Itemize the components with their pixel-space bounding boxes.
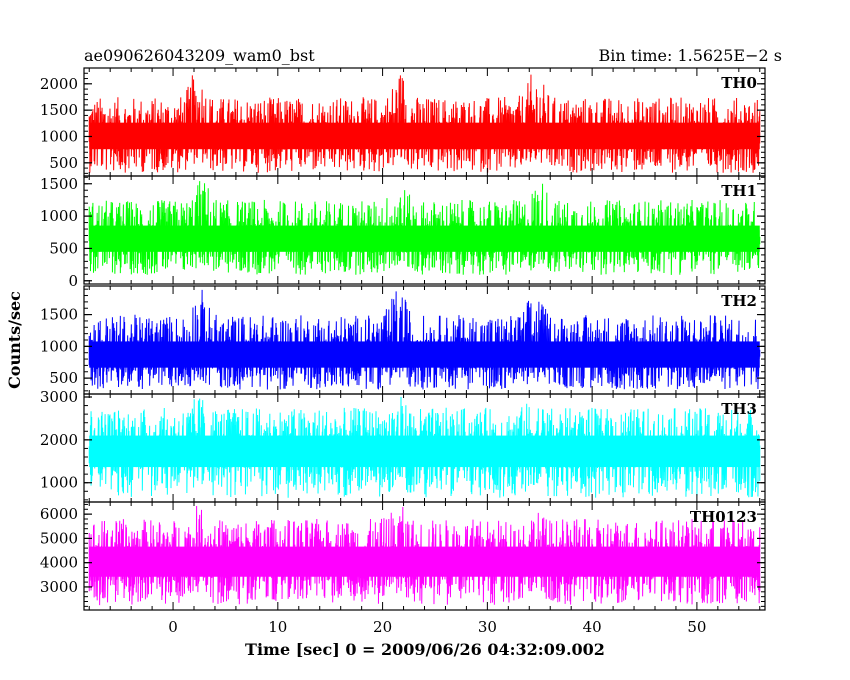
- series-line-th2: [88, 289, 761, 390]
- y-tick-label: 6000: [40, 505, 78, 523]
- header-left-title: ae090626043209_wam0_bst: [84, 46, 315, 65]
- y-tick-label: 5000: [40, 529, 78, 547]
- y-tick-label: 4000: [40, 554, 78, 572]
- y-tick-label: 1500: [40, 101, 78, 119]
- y-tick-label: 3000: [40, 388, 78, 406]
- x-tick-label: 20: [373, 618, 392, 636]
- x-axis-title: Time [sec] 0 = 2009/06/26 04:32:09.002: [245, 640, 605, 659]
- panel-label-th0: TH0: [721, 74, 757, 92]
- y-tick-label: 1000: [40, 474, 78, 492]
- x-tick-label: 30: [478, 618, 497, 636]
- y-tick-label: 0: [68, 272, 78, 290]
- y-tick-label: 2000: [40, 431, 78, 449]
- panel-th2: 500 1000 1500 TH2: [40, 285, 766, 395]
- series-line-th3: [88, 396, 761, 498]
- y-tick-label: 1500: [40, 175, 78, 193]
- x-tick-label: 50: [687, 618, 706, 636]
- y-tick-label: 1000: [40, 127, 78, 145]
- panel-label-th0123: TH0123: [690, 508, 757, 526]
- series-line-th1: [88, 181, 761, 275]
- y-tick-label: 1000: [40, 337, 78, 355]
- y-tick-label: 3000: [40, 578, 78, 596]
- panel-label-th3: TH3: [721, 400, 757, 418]
- y-tick-label: 500: [49, 239, 78, 257]
- header-right-title: Bin time: 1.5625E−2 s: [599, 46, 782, 65]
- series-line-th0123: [88, 505, 761, 606]
- x-axis: 0 10 20 30 40 50: [168, 618, 706, 636]
- y-axis-title: Counts/sec: [5, 291, 24, 389]
- panel-label-th2: TH2: [721, 292, 757, 310]
- x-tick-label: 0: [168, 618, 178, 636]
- panel-th1: 0 500 1000 1500 TH1: [40, 175, 766, 290]
- panel-th0123: 3000 4000 5000 6000 TH0123: [40, 501, 766, 611]
- y-tick-label: 2000: [40, 75, 78, 93]
- series-line-th0: [88, 74, 761, 173]
- y-tick-label: 1000: [40, 207, 78, 225]
- panel-th3: 1000 2000 3000 TH3: [40, 388, 766, 503]
- x-tick-label: 40: [583, 618, 602, 636]
- x-tick-label: 10: [268, 618, 287, 636]
- y-tick-label: 500: [49, 369, 78, 387]
- panel-th0: 500 1000 1500 2000 TH0: [40, 67, 766, 177]
- y-tick-label: 1500: [40, 306, 78, 324]
- y-tick-label: 500: [49, 154, 78, 172]
- panel-label-th1: TH1: [721, 182, 757, 200]
